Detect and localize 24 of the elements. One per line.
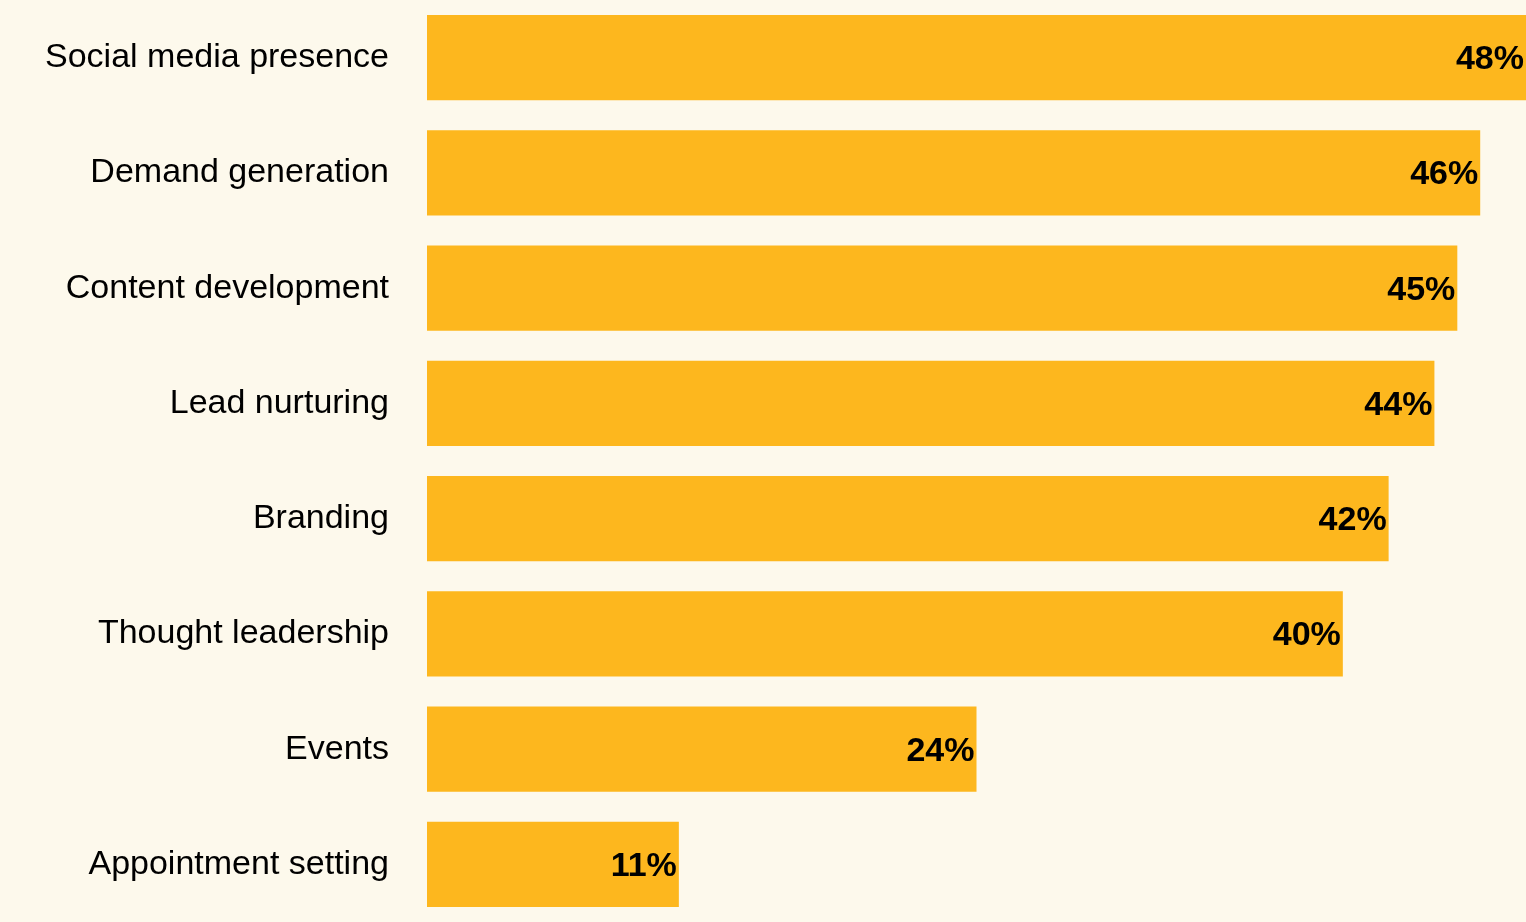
data-label: 24%: [906, 729, 975, 768]
y-tick-label: Lead nurturing: [169, 381, 389, 420]
data-label: 42%: [1318, 499, 1387, 537]
y-tick-label: Appointment setting: [88, 842, 389, 881]
data-label: 48%: [1455, 38, 1524, 76]
bar: [427, 360, 1435, 447]
bar: [427, 130, 1481, 216]
y-tick-label: Demand generation: [90, 151, 389, 190]
data-label: 45%: [1387, 268, 1456, 307]
bar: [427, 475, 1389, 562]
bar: [427, 14, 1526, 101]
bar: [427, 245, 1458, 331]
y-tick-label: Thought leadership: [97, 612, 389, 651]
data-label: 44%: [1364, 383, 1433, 422]
y-tick-label: Events: [285, 727, 389, 766]
y-tick-label: Social media presence: [45, 36, 389, 74]
data-label: 46%: [1410, 153, 1479, 192]
data-label: 11%: [610, 844, 677, 883]
bar: [427, 821, 679, 908]
y-tick-label: Branding: [252, 497, 389, 535]
bar: [427, 591, 1343, 677]
data-label: 40%: [1272, 614, 1341, 653]
y-tick-label: Content development: [65, 266, 390, 305]
bar: [427, 706, 977, 792]
